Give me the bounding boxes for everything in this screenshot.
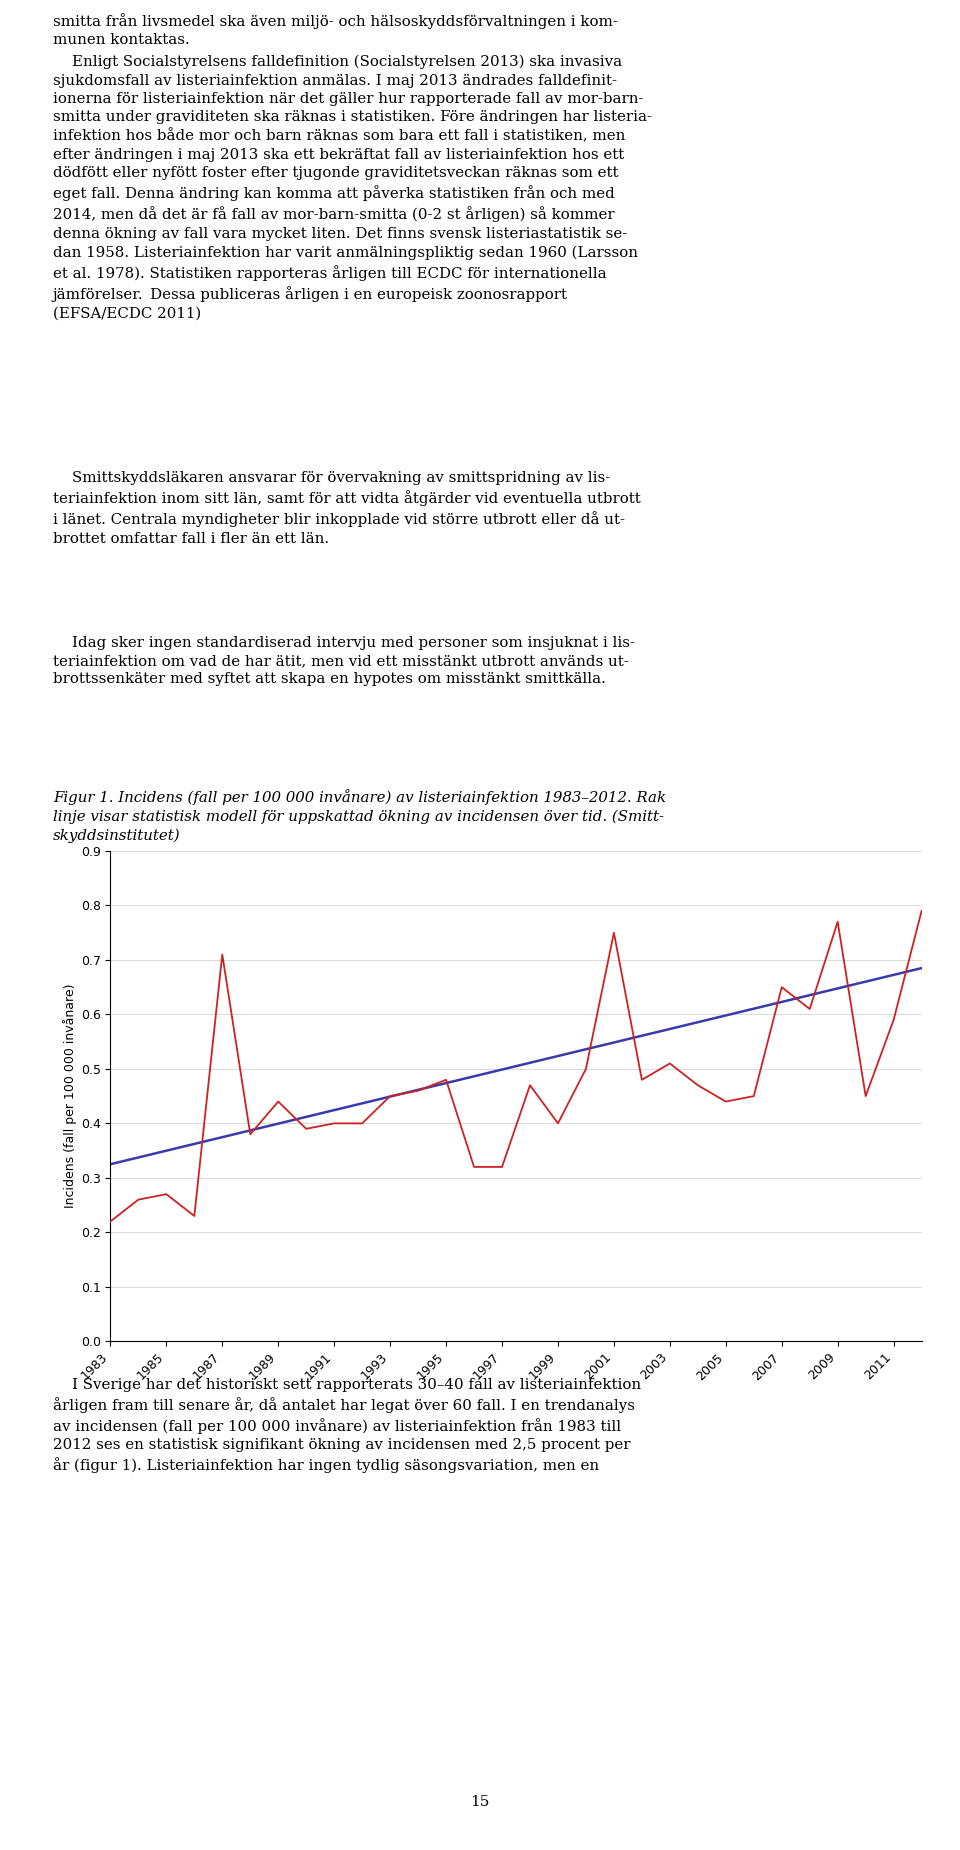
Text: I Sverige har det historiskt sett rapporterats 30–40 fall av listeriainfektion
å: I Sverige har det historiskt sett rappor… bbox=[53, 1378, 641, 1473]
Text: smitta från livsmedel ska även miljö- och hälsoskyddsförvaltningen i kom-
munen : smitta från livsmedel ska även miljö- oc… bbox=[53, 13, 617, 46]
Text: Figur 1. Incidens (fall per 100 000 invånare) av listeriainfektion 1983–2012. Ra: Figur 1. Incidens (fall per 100 000 invå… bbox=[53, 790, 666, 844]
Y-axis label: Incidens (fall per 100 000 invånare): Incidens (fall per 100 000 invånare) bbox=[62, 984, 77, 1208]
Text: 15: 15 bbox=[470, 1794, 490, 1809]
Text: Enligt Socialstyrelsens falldefinition (Socialstyrelsen 2013) ska invasiva
sjukd: Enligt Socialstyrelsens falldefinition (… bbox=[53, 56, 652, 320]
Text: Smittskyddsläkaren ansvarar för övervakning av smittspridning av lis-
teriainfek: Smittskyddsläkaren ansvarar för övervakn… bbox=[53, 472, 640, 546]
Text: Idag sker ingen standardiserad intervju med personer som insjuknat i lis-
teriai: Idag sker ingen standardiserad intervju … bbox=[53, 636, 635, 686]
